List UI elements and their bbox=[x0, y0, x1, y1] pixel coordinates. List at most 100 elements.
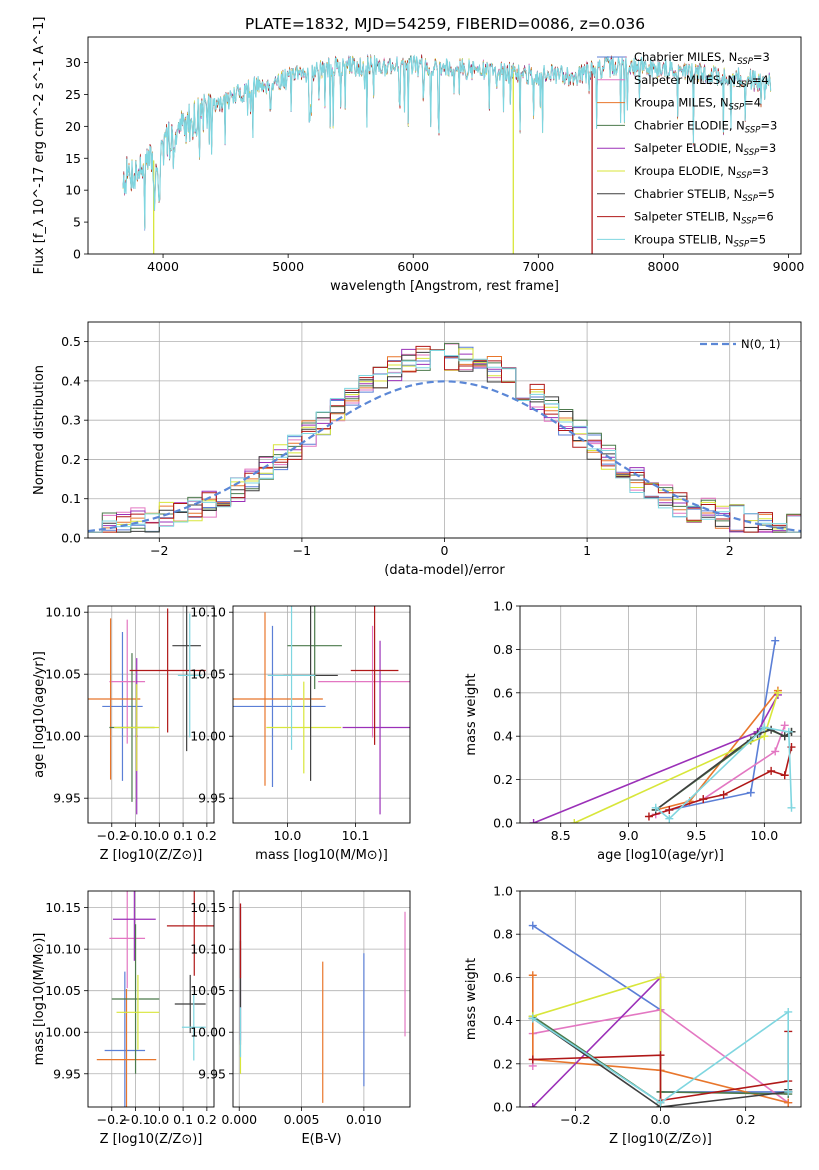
weight-marker bbox=[644, 812, 653, 821]
legend-entry: Salpeter ELODIE, NSSP=3 bbox=[634, 141, 776, 158]
axes-frame bbox=[87, 890, 215, 1108]
weight-marker bbox=[784, 1087, 793, 1096]
y-tick-label: 0.2 bbox=[493, 1056, 513, 1071]
point-1 bbox=[104, 971, 146, 1107]
y-tick-label: 0.4 bbox=[493, 1013, 513, 1028]
point-8 bbox=[166, 891, 214, 976]
plot-area bbox=[96, 891, 214, 1107]
y-axis-label: Flux [f_λ 10^-17 erg cm^-2 s^-1 A^-1] bbox=[32, 17, 47, 275]
weight-marker bbox=[528, 1103, 537, 1107]
y-tick-label: 10.05 bbox=[190, 983, 226, 998]
point-3 bbox=[96, 989, 157, 1107]
point-3 bbox=[233, 612, 323, 786]
y-tick-label: 10.05 bbox=[45, 667, 81, 682]
point-1 bbox=[102, 632, 143, 781]
point-8 bbox=[129, 608, 206, 733]
point-9 bbox=[177, 613, 202, 738]
point-2 bbox=[109, 619, 146, 744]
x-tick-label: 8000 bbox=[647, 259, 679, 274]
weight-marker bbox=[528, 1055, 537, 1064]
weight-marker bbox=[780, 732, 789, 741]
weight-series-9 bbox=[532, 1010, 789, 1104]
y-tick-label: 0 bbox=[73, 247, 81, 262]
weight-marker bbox=[529, 819, 538, 823]
y-tick-label: 9.95 bbox=[198, 1066, 226, 1081]
weight-marker bbox=[528, 921, 537, 930]
weight-marker bbox=[570, 819, 579, 823]
weight-marker bbox=[656, 1051, 665, 1060]
y-tick-label: 10.00 bbox=[45, 1025, 81, 1040]
y-tick-label: 9.95 bbox=[53, 1066, 81, 1081]
x-tick-label: 0.0 bbox=[651, 1112, 671, 1127]
y-tick-label: 10.15 bbox=[190, 900, 226, 915]
x-tick-label: 10.0 bbox=[750, 828, 778, 843]
legend-entry: Kroupa STELIB, NSSP=5 bbox=[634, 232, 766, 249]
weight-marker bbox=[528, 971, 537, 980]
y-tick-label: 0.6 bbox=[493, 970, 513, 985]
point-6 bbox=[116, 974, 160, 1050]
axes-frame bbox=[519, 890, 802, 1108]
y-tick-label: 10.15 bbox=[45, 900, 81, 915]
y-tick-label: 0.0 bbox=[61, 531, 81, 546]
y-tick-label: 0.5 bbox=[61, 334, 81, 349]
y-tick-label: 0.8 bbox=[493, 642, 513, 657]
weight-marker bbox=[784, 727, 793, 736]
y-tick-label: 0.3 bbox=[61, 413, 81, 428]
legend-entry: Salpeter MILES, NSSP=4 bbox=[634, 73, 769, 90]
y-tick-label: 0.0 bbox=[493, 1100, 513, 1115]
x-axis-label: Z [log10(Z/Z⊙)] bbox=[100, 848, 203, 863]
axes-frame bbox=[232, 605, 411, 824]
x-tick-label: 0 bbox=[441, 543, 449, 558]
weight-marker bbox=[780, 721, 789, 730]
legend-entry: Chabrier STELIB, NSSP=5 bbox=[634, 187, 775, 204]
x-tick-label: 9.0 bbox=[619, 828, 639, 843]
x-tick-label: 0.000 bbox=[221, 1112, 257, 1127]
mass-vs-Z-panel: −0.2−0.10.0 0.1 0.2 9.95 10.00 10.05 10.10 10.1… bbox=[32, 890, 217, 1147]
weight-vs-age-panel: 8.5 9.0 9.5 10.0 0.0 0.2 0.4 0.6 0.8 1.0 age [log1… bbox=[464, 599, 802, 863]
y-tick-label: 9.95 bbox=[198, 791, 226, 806]
x-axis-label: (data-model)/error bbox=[384, 563, 505, 578]
point-3 bbox=[88, 618, 141, 780]
weight-marker bbox=[760, 732, 769, 741]
spectrum-legend: Chabrier MILES, NSSP=3 Salpeter MILES, NS… bbox=[597, 50, 777, 249]
weight-marker bbox=[760, 723, 769, 732]
legend-entry: Chabrier ELODIE, NSSP=3 bbox=[634, 118, 777, 135]
x-tick-label: −2 bbox=[150, 543, 168, 558]
y-tick-label: 10.05 bbox=[190, 667, 226, 682]
axes-frame bbox=[519, 605, 802, 824]
y-tick-label: 1.0 bbox=[493, 884, 513, 899]
point-2 bbox=[109, 891, 146, 989]
plot-area bbox=[233, 606, 410, 815]
x-tick-label: −0.1 bbox=[120, 1112, 150, 1127]
weight-marker bbox=[746, 788, 755, 797]
point-1 bbox=[233, 625, 326, 788]
weight-series-6 bbox=[573, 692, 779, 823]
y-axis-label: Normed distribution bbox=[32, 365, 47, 495]
normal-reference-curve bbox=[88, 380, 801, 533]
y-tick-label: 10.10 bbox=[190, 942, 226, 957]
x-tick-label: −0.1 bbox=[120, 828, 150, 843]
weight-marker bbox=[665, 805, 674, 814]
weight-marker bbox=[787, 803, 796, 812]
point-7 bbox=[174, 974, 206, 1034]
plot-area bbox=[122, 54, 772, 254]
x-tick-label: 1 bbox=[583, 543, 591, 558]
y-tick-label: 30 bbox=[65, 55, 81, 70]
x-tick-label: 0.1 bbox=[173, 828, 193, 843]
x-tick-label: 0.005 bbox=[284, 1112, 320, 1127]
point-5 bbox=[342, 640, 410, 815]
y-tick-label: 10.00 bbox=[190, 729, 226, 744]
y-tick-label: 0.1 bbox=[61, 491, 81, 506]
point-9 bbox=[181, 994, 206, 1061]
y-tick-label: 10.00 bbox=[45, 729, 81, 744]
y-axis-label: mass weight bbox=[464, 673, 479, 755]
axes-frame bbox=[87, 321, 802, 539]
legend-entry: Chabrier MILES, NSSP=3 bbox=[634, 50, 770, 67]
point-4 bbox=[287, 606, 342, 690]
weight-marker bbox=[784, 1007, 793, 1016]
y-tick-label: 10.10 bbox=[190, 605, 226, 620]
point-8 bbox=[350, 606, 399, 745]
x-axis-label: wavelength [Angstrom, rest frame] bbox=[330, 279, 559, 294]
legend-entry: Kroupa ELODIE, NSSP=3 bbox=[634, 164, 769, 181]
x-tick-label: −0.2 bbox=[97, 1112, 127, 1127]
